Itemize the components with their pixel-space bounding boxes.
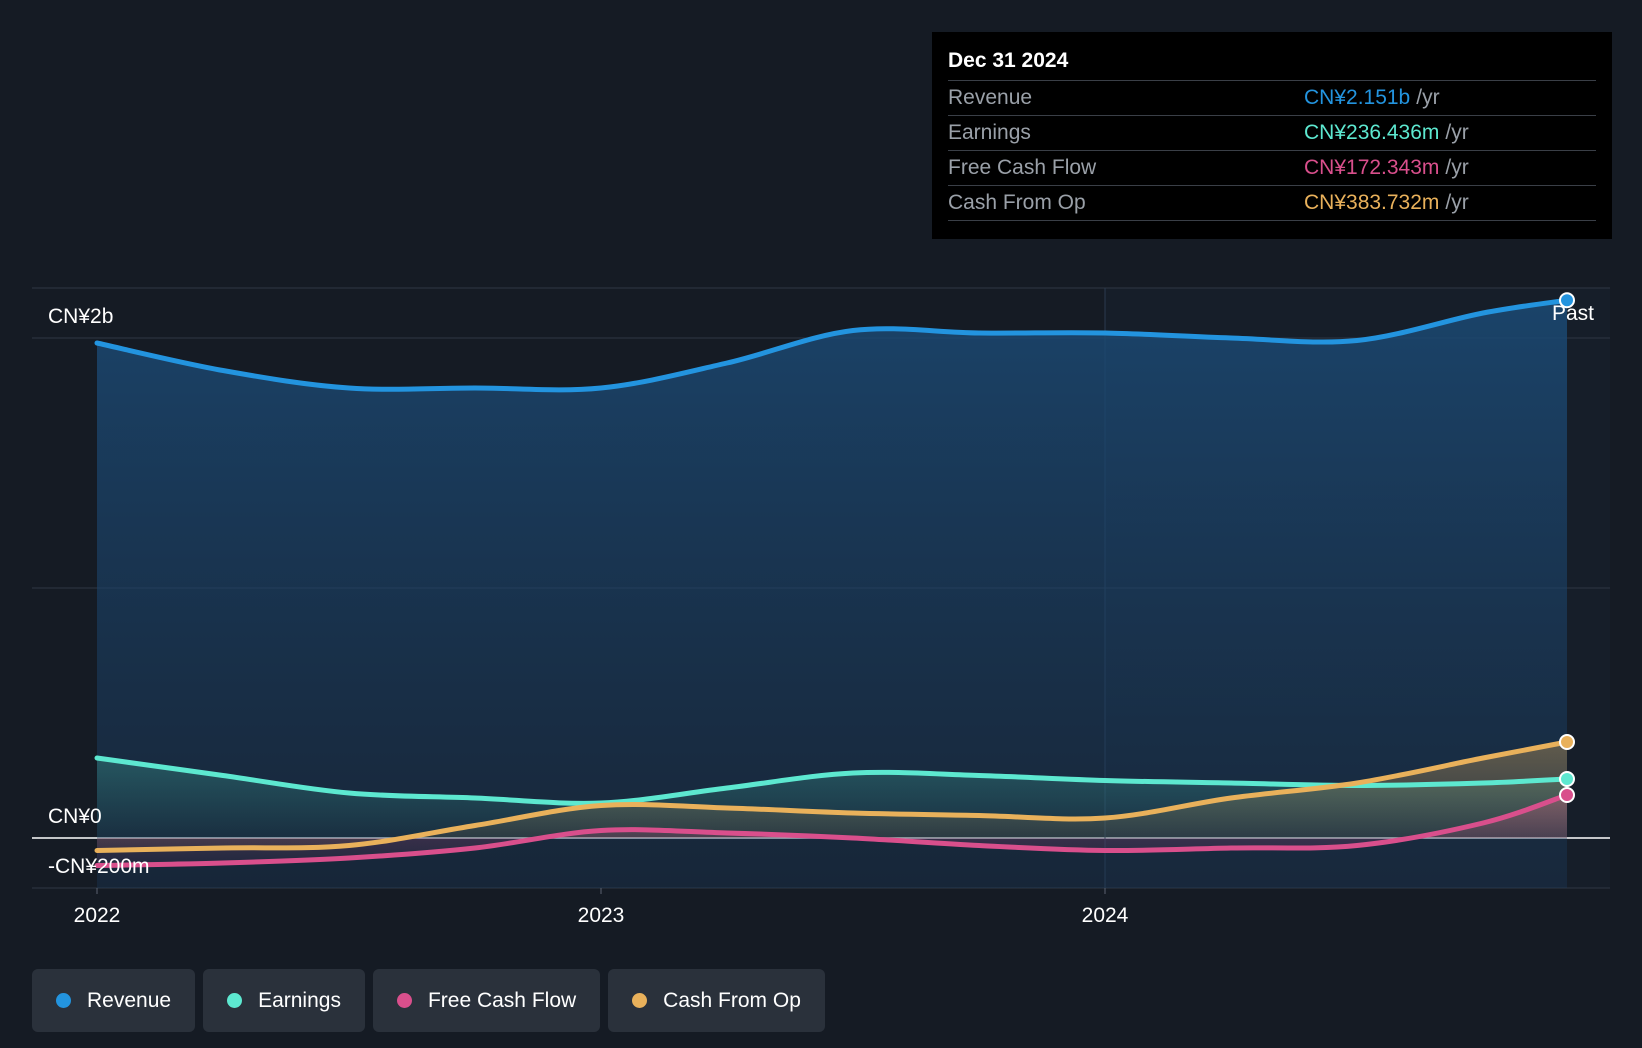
tooltip-label: Revenue <box>948 86 1033 109</box>
tooltip-label: Earnings <box>948 121 1031 144</box>
tooltip-label: Free Cash Flow <box>948 156 1097 179</box>
legend-label: Earnings <box>258 988 341 1012</box>
legend-item-revenue[interactable]: Revenue <box>32 969 196 1032</box>
tooltip-value: CN¥236.436m <box>1304 121 1440 144</box>
y-tick-label: -CN¥200m <box>48 855 150 878</box>
series-areas <box>97 300 1567 888</box>
tooltip-value: CN¥2.151b <box>1304 86 1411 109</box>
x-tick-label: 2024 <box>1082 904 1129 927</box>
legend-item-cash-from-op[interactable]: Cash From Op <box>608 969 825 1032</box>
line-free-cash-flow <box>94 792 1570 868</box>
area-revenue <box>97 300 1567 888</box>
legend-dot-icon <box>396 993 412 1008</box>
end-point-cash-from-op <box>1559 734 1575 750</box>
tooltip-row-earnings: Earnings CN¥236.436m /yr <box>948 116 1596 151</box>
y-tick-label: CN¥2b <box>48 305 113 328</box>
legend-label: Cash From Op <box>663 988 801 1012</box>
legend-item-free-cash-flow[interactable]: Free Cash Flow <box>372 969 601 1032</box>
tooltip-panel: Dec 31 2024 Revenue CN¥2.151b /yr Earnin… <box>932 32 1612 239</box>
tooltip-label: Cash From Op <box>948 191 1086 214</box>
y-tick-label: CN¥0 <box>48 805 102 828</box>
area-cash-from-op <box>97 742 1567 851</box>
end-point-revenue <box>1559 292 1575 309</box>
tooltip-value: CN¥172.343m <box>1304 156 1440 179</box>
tooltip-row-cash-from-op: Cash From Op CN¥383.732m /yr <box>948 186 1596 221</box>
tooltip-unit: /yr <box>1445 191 1469 214</box>
axis-labels: CN¥2b CN¥0 -CN¥200m 2022 2023 2024 Past <box>48 302 1594 927</box>
legend-label: Revenue <box>87 988 172 1012</box>
legend-item-earnings[interactable]: Earnings <box>203 969 365 1032</box>
x-tick-label: 2023 <box>578 904 625 927</box>
legend-dot-icon <box>56 993 71 1008</box>
line-cash-from-op <box>94 739 1570 853</box>
legend-dot-icon <box>227 993 243 1008</box>
tooltip-unit: /yr <box>1416 86 1440 109</box>
end-point-free-cash-flow <box>1559 787 1575 803</box>
tooltip-value: CN¥383.732m <box>1304 191 1440 214</box>
legend: Revenue Earnings Free Cash Flow Cash Fro… <box>32 969 825 1032</box>
tooltip-unit: /yr <box>1445 156 1469 179</box>
legend-label: Free Cash Flow <box>427 988 577 1012</box>
tooltip-row-revenue: Revenue CN¥2.151b /yr <box>948 81 1596 116</box>
tooltip-unit: /yr <box>1445 121 1469 144</box>
past-label: Past <box>1552 302 1594 325</box>
series-lines <box>94 297 1570 868</box>
series-end-points <box>1559 292 1575 803</box>
tooltip-row-free-cash-flow: Free Cash Flow CN¥172.343m /yr <box>948 151 1596 186</box>
legend-dot-icon <box>632 993 648 1008</box>
end-point-earnings <box>1559 771 1575 787</box>
tooltip-date: Dec 31 2024 <box>948 46 1596 81</box>
line-revenue <box>94 297 1570 393</box>
x-tick-label: 2022 <box>74 904 121 927</box>
